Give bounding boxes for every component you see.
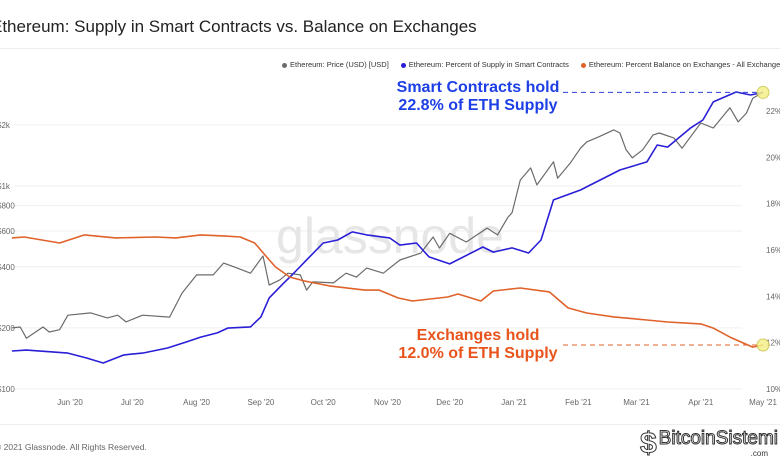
- exchanges-annotation: Exchanges hold 12.0% of ETH Supply: [388, 327, 568, 363]
- dollar-logo-icon: $: [639, 427, 657, 460]
- right-axis-tick-label: 10%: [766, 385, 780, 394]
- legend: Ethereum: Price (USD) [USD] Ethereum: Pe…: [282, 60, 780, 69]
- brand-text: BitcoinSistemi: [658, 428, 778, 449]
- series-line-price: [11, 91, 764, 339]
- chart-title: Ethereum: Supply in Smart Contracts vs. …: [0, 17, 477, 36]
- watermark: glassnode: [276, 208, 504, 264]
- left-axis-tick-label: $2k: [0, 121, 11, 130]
- left-axis-tick-label: $100: [0, 385, 15, 394]
- x-axis-tick-label: Apr '21: [688, 398, 714, 407]
- series-line-smart-contracts: [11, 91, 764, 364]
- x-axis-tick-label: Jul '20: [121, 398, 144, 407]
- divider: [0, 424, 780, 425]
- left-axis-tick-label: $800: [0, 202, 15, 211]
- brand-sub: .com: [750, 449, 768, 458]
- legend-label: Ethereum: Percent Balance on Exchanges -…: [588, 60, 780, 69]
- highlight-marker: [756, 85, 770, 99]
- highlight-marker: [756, 338, 770, 352]
- smart-contracts-annotation: Smart Contracts hold 22.8% of ETH Supply: [388, 79, 568, 115]
- x-axis-tick-label: Feb '21: [565, 398, 592, 407]
- annotation-line: 22.8% of ETH Supply: [398, 97, 558, 114]
- x-axis-tick-label: Dec '20: [436, 398, 463, 407]
- annotation-line: Exchanges hold: [416, 327, 540, 344]
- brand-wordmark: BitcoinSistemi .com: [658, 428, 778, 459]
- left-axis-tick-label: $1k: [0, 182, 11, 191]
- series-line-exchanges: [11, 234, 764, 348]
- bitcoinsistemi-logo: $ BitcoinSistemi .com: [639, 427, 778, 460]
- legend-item-price[interactable]: Ethereum: Price (USD) [USD]: [282, 60, 389, 69]
- right-axis-tick-label: 16%: [766, 246, 780, 255]
- legend-label: Ethereum: Price (USD) [USD]: [290, 60, 389, 69]
- legend-item-smart-contracts[interactable]: Ethereum: Percent of Supply in Smart Con…: [400, 60, 569, 69]
- divider: [0, 48, 780, 49]
- right-axis-tick-label: 18%: [766, 200, 780, 209]
- legend-dot-icon: [282, 62, 288, 68]
- legend-item-exchanges[interactable]: Ethereum: Percent Balance on Exchanges -…: [580, 60, 780, 69]
- annotation-line: 12.0% of ETH Supply: [398, 345, 558, 362]
- x-axis-tick-label: Jan '21: [501, 398, 527, 407]
- left-axis-tick-label: $400: [0, 263, 15, 272]
- x-axis-tick-label: Jun '20: [57, 398, 83, 407]
- right-axis-tick-label: 22%: [766, 107, 780, 116]
- left-axis-tick-label: $200: [0, 324, 15, 333]
- legend-label: Ethereum: Percent of Supply in Smart Con…: [408, 60, 569, 69]
- left-axis-tick-label: $600: [0, 227, 15, 236]
- legend-dot-icon: [580, 62, 586, 68]
- x-axis-tick-label: Mar '21: [623, 398, 650, 407]
- annotation-line: Smart Contracts hold: [396, 79, 560, 96]
- copyright: © 2021 Glassnode. All Rights Reserved.: [0, 442, 147, 452]
- right-axis-tick-label: 20%: [766, 153, 780, 162]
- legend-dot-icon: [400, 62, 406, 68]
- x-axis-tick-label: Nov '20: [374, 398, 401, 407]
- x-axis-tick-label: Aug '20: [183, 398, 210, 407]
- right-axis-tick-label: 12%: [766, 339, 780, 348]
- right-axis-tick-label: 14%: [766, 292, 780, 301]
- x-axis-tick-label: Sep '20: [247, 398, 274, 407]
- x-axis-tick-label: Oct '20: [311, 398, 337, 407]
- x-axis-tick-label: May '21: [749, 398, 777, 407]
